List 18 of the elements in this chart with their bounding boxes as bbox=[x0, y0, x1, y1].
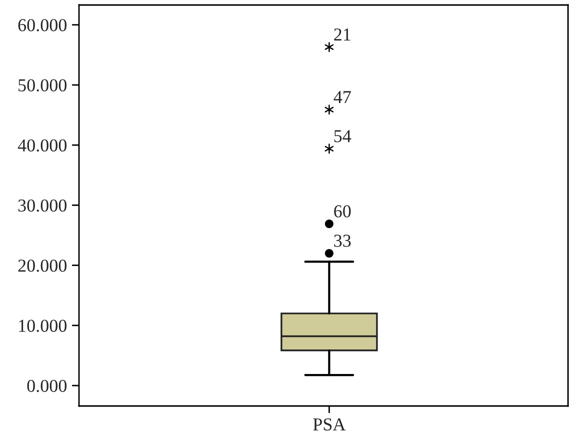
point bbox=[324, 144, 334, 154]
annotation: 33 bbox=[334, 234, 351, 247]
point bbox=[324, 248, 334, 258]
annotation: 60 bbox=[334, 205, 351, 218]
y-tick-label: 10.000 bbox=[19, 320, 67, 332]
x-tick-label: PSA bbox=[313, 418, 346, 431]
y-tick-label: 50.000 bbox=[18, 79, 67, 92]
point bbox=[324, 220, 334, 228]
point bbox=[324, 104, 334, 115]
point bbox=[324, 42, 334, 52]
y-tick-label: 60.000 bbox=[18, 19, 67, 32]
y-tick-label: 40.000 bbox=[18, 139, 67, 152]
annotation: 54 bbox=[334, 130, 352, 142]
y-tick-label: 0.000 bbox=[27, 380, 67, 392]
annotation: 47 bbox=[334, 91, 351, 103]
annotation: 21 bbox=[334, 28, 350, 40]
y-tick-label: 20.000 bbox=[18, 260, 67, 272]
y-tick-label: 30.000 bbox=[18, 199, 67, 212]
